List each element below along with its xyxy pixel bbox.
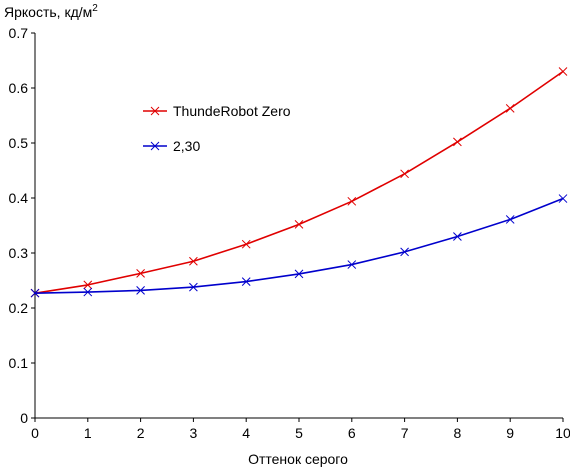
y-tick-label: 0.2	[9, 300, 29, 316]
series-1-point	[558, 67, 568, 76]
x-tick-label: 2	[137, 425, 145, 441]
y-tick-label: 0.5	[9, 135, 29, 151]
legend-swatch-marker-1	[150, 106, 160, 116]
legend: ThundeRobot Zero 2,30	[143, 103, 291, 154]
y-tick-label: 0.3	[9, 245, 29, 261]
series-2-point	[189, 282, 198, 292]
y-tick-label: 0	[20, 410, 28, 426]
y-tick-label: 0.4	[9, 190, 29, 206]
series-1-point	[83, 280, 93, 290]
legend-label-2: 2,30	[173, 138, 200, 154]
series-2-point	[294, 269, 304, 279]
series-1-point	[136, 268, 145, 278]
series-2-point	[453, 232, 462, 241]
y-axis-title-sup: 2	[92, 3, 98, 14]
legend-label-1: ThundeRobot Zero	[173, 103, 291, 119]
x-tick-label: 3	[190, 425, 198, 441]
series-2-point	[558, 194, 568, 203]
x-tick-label: 0	[31, 425, 39, 441]
series-1-line	[34, 70, 564, 294]
x-tick-label: 1	[84, 425, 92, 441]
series-2-point	[83, 287, 93, 297]
y-tick-label: 0.6	[9, 80, 29, 96]
series-2-point	[30, 288, 40, 298]
y-tick-label: 0.1	[9, 355, 29, 371]
x-tick-label: 5	[295, 425, 303, 441]
series-1-point	[241, 239, 251, 249]
y-axis-title-main: Яркость, кд/м	[4, 4, 92, 20]
y-axis-title: Яркость, кд/м2	[4, 3, 98, 20]
legend-swatch-marker-2	[150, 141, 160, 151]
series-1-point	[347, 196, 357, 206]
x-tick-label: 7	[401, 425, 409, 441]
series-1-point	[294, 220, 304, 229]
series-1-point	[505, 103, 515, 113]
series-2-point	[505, 215, 515, 224]
series-1-point	[453, 137, 462, 147]
y-tick-label: 0.7	[9, 25, 29, 41]
series-1-point	[400, 169, 409, 179]
x-tick-label: 9	[506, 425, 514, 441]
plot-area: 0 0.1 0.2 0.3 0.4 0.5 0.6 0.7 0 1 2 3 4 5 6 7 8 9 10	[9, 25, 570, 441]
series-2-point	[241, 277, 251, 286]
series-2-point	[400, 247, 409, 257]
x-axis-title: Оттенок серого	[248, 451, 348, 467]
series-2-point	[136, 286, 145, 295]
x-tick-label: 8	[454, 425, 462, 441]
x-tick-label: 10	[555, 425, 570, 441]
series-2-point	[347, 260, 357, 269]
x-tick-label: 4	[242, 425, 250, 441]
series-1-point	[189, 256, 198, 266]
x-tick-label: 6	[348, 425, 356, 441]
